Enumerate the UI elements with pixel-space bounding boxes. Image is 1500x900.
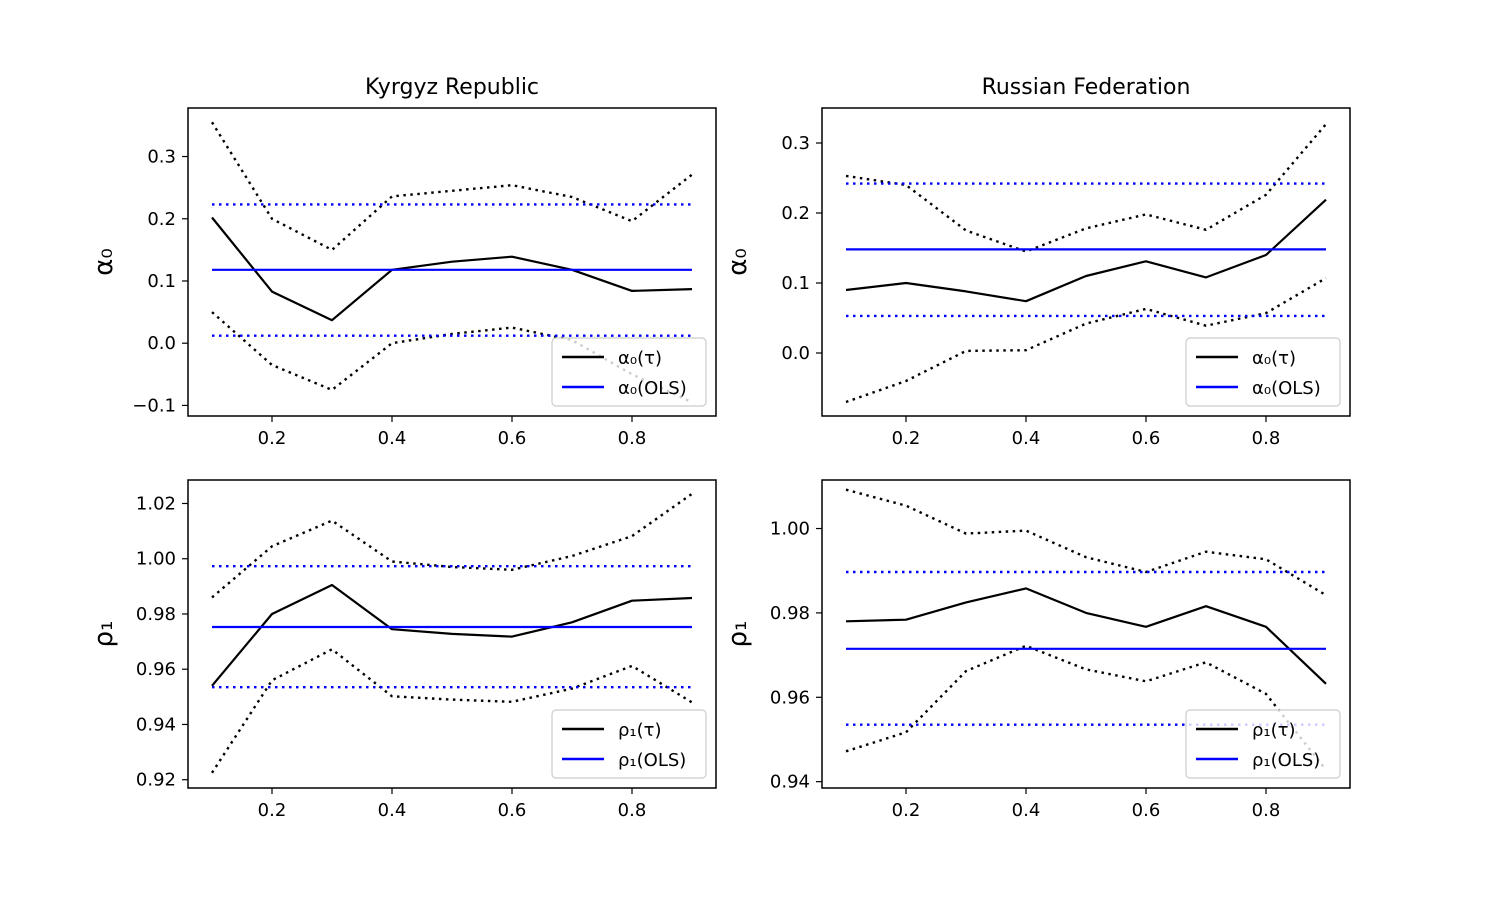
series-group: [845, 123, 1327, 404]
x-tick-label: 0.4: [1012, 800, 1041, 821]
x-tick-label: 0.2: [892, 800, 921, 821]
y-tick-label: 0.3: [147, 147, 176, 168]
legend-label: ρ₁(OLS): [618, 750, 686, 771]
y-tick-label: 0.96: [770, 687, 810, 708]
axes-frame: [187, 479, 717, 789]
legend-box: [551, 337, 707, 407]
series-line-series-0: [211, 583, 693, 687]
series-group: [845, 488, 1327, 771]
legend: α₀(τ) α₀(OLS): [551, 337, 707, 407]
axes-frame: [821, 107, 1351, 417]
confidence-band-line-1: [211, 492, 693, 599]
legend-box: [551, 709, 707, 779]
y-tick-label: 0.98: [136, 604, 176, 625]
x-tick-label: 0.4: [1012, 428, 1041, 449]
legend-label: ρ₁(τ): [1252, 720, 1296, 741]
panel-1: 0.2 0.4 0.6 0.8 −0.1 0.0 0.1 0.2 0.3 Kyrgyz Repub…: [89, 75, 717, 449]
y-tick-label: 0.2: [147, 209, 176, 230]
legend-label: α₀(OLS): [1252, 378, 1321, 399]
panel-title: Kyrgyz Republic: [365, 75, 539, 100]
confidence-band-line-1: [845, 488, 1327, 597]
y-tick-label: 0.1: [781, 273, 810, 294]
series-line-series-0: [211, 216, 693, 322]
x-tick-label: 0.6: [1132, 800, 1161, 821]
x-tick-label: 0.8: [1252, 428, 1281, 449]
x-tick-label: 0.8: [618, 428, 647, 449]
legend-label: α₀(OLS): [618, 378, 687, 399]
x-tick-label: 0.6: [1132, 428, 1161, 449]
y-tick-label: 0.98: [770, 603, 810, 624]
y-tick-label: 0.2: [781, 203, 810, 224]
panel-title: Russian Federation: [982, 75, 1191, 100]
confidence-band-line-1: [210, 121, 693, 252]
series-group: [210, 121, 693, 404]
x-tick-label: 0.8: [1252, 800, 1281, 821]
panel-4: 0.2 0.4 0.6 0.8 0.94 0.96 0.98 1.00 ρ₁ ρ₁(τ) ρ₁(OL…: [723, 479, 1351, 821]
confidence-band-line-2: [845, 277, 1327, 404]
series-line-series-0: [845, 198, 1327, 303]
x-tick-label: 0.4: [378, 428, 407, 449]
series-line-series-0: [845, 587, 1327, 685]
y-tick-label: −0.1: [132, 395, 176, 416]
y-tick-label: 0.96: [136, 659, 176, 680]
y-tick-label: 0.94: [770, 772, 810, 793]
legend-label: ρ₁(τ): [618, 720, 662, 741]
y-tick-label: 0.94: [136, 714, 176, 735]
y-tick-label: 1.02: [136, 493, 176, 514]
x-tick-label: 0.2: [258, 428, 287, 449]
x-tick-label: 0.6: [498, 428, 527, 449]
confidence-band-line-2: [210, 648, 693, 774]
legend: α₀(τ) α₀(OLS): [1185, 337, 1341, 407]
y-tick-label: 1.00: [136, 549, 176, 570]
series-group: [210, 492, 693, 774]
y-axis-label: ρ₁: [723, 621, 753, 648]
axes-frame: [187, 107, 717, 417]
legend: ρ₁(τ) ρ₁(OLS): [1185, 709, 1341, 779]
y-tick-label: 0.0: [147, 333, 176, 354]
y-axis-label: ρ₁: [89, 621, 119, 648]
y-axis-label: α₀: [723, 248, 753, 276]
x-tick-label: 0.6: [498, 800, 527, 821]
y-tick-label: 0.1: [147, 271, 176, 292]
panel-2: 0.2 0.4 0.6 0.8 0.0 0.1 0.2 0.3 Russian Federati…: [723, 75, 1351, 449]
legend-box: [1185, 709, 1341, 779]
x-tick-label: 0.4: [378, 800, 407, 821]
legend-label: α₀(τ): [1252, 348, 1296, 369]
legend-label: ρ₁(OLS): [1252, 750, 1320, 771]
legend-label: α₀(τ): [618, 348, 662, 369]
y-axis-label: α₀: [89, 248, 119, 276]
x-tick-label: 0.2: [892, 428, 921, 449]
panel-3: 0.2 0.4 0.6 0.8 0.92 0.94 0.96 0.98 1.00 1.02 ρ₁ ρ₁…: [89, 479, 717, 821]
y-tick-label: 0.3: [781, 133, 810, 154]
y-tick-label: 0.0: [781, 343, 810, 364]
axes-frame: [821, 479, 1351, 789]
confidence-band-line-1: [845, 123, 1327, 253]
x-tick-label: 0.2: [258, 800, 287, 821]
y-tick-label: 0.92: [136, 770, 176, 791]
legend: ρ₁(τ) ρ₁(OLS): [551, 709, 707, 779]
legend-box: [1185, 337, 1341, 407]
y-tick-label: 1.00: [770, 519, 810, 540]
confidence-band-line-2: [845, 644, 1327, 771]
x-tick-label: 0.8: [618, 800, 647, 821]
